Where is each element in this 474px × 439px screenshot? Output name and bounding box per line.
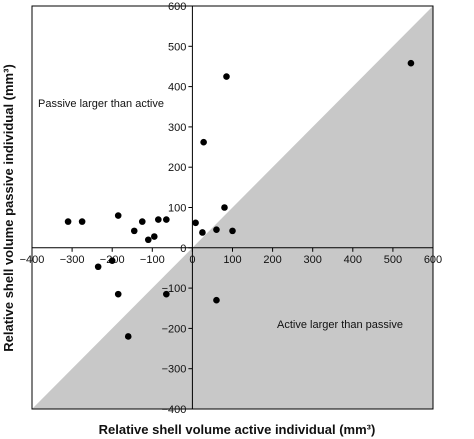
data-point [124,333,132,340]
x-tick-label: −100 [140,254,165,266]
data-point [213,226,220,233]
data-point [229,227,236,235]
data-point [155,216,162,223]
x-tick-label: −400 [20,254,45,266]
x-axis-label: Relative shell volume active individual … [99,422,376,437]
data-point [213,296,220,304]
x-tick-label: 600 [424,254,442,266]
data-point [221,204,228,211]
annotation-passive-larger: Passive larger than active [38,98,164,110]
y-axis-label: Relative shell volume passive individual… [1,64,16,352]
data-point [223,73,230,80]
x-tick-label: 400 [344,254,362,266]
data-point [94,263,102,271]
y-tick-label: −300 [162,364,187,376]
data-point [114,290,122,298]
annotation-active-larger: Active larger than passive [277,319,403,331]
data-point [138,218,146,225]
x-tick-label: 100 [223,254,241,266]
y-tick-label: 400 [168,82,186,94]
x-tick-label: 0 [189,254,195,266]
data-points [64,59,415,340]
data-point [163,290,170,298]
data-point [114,212,122,219]
data-point [163,216,170,223]
y-tick-label: 0 [180,243,186,255]
data-point [199,229,206,236]
y-tick-label: −200 [162,323,187,335]
data-point [130,227,138,235]
y-tick-label: −400 [162,404,187,416]
data-point [78,218,86,225]
data-point [407,59,415,67]
y-tick-label: 200 [168,162,186,174]
y-tick-label: 300 [168,122,186,134]
x-tick-label: 300 [304,254,322,266]
plot-frame [31,5,434,410]
x-tick-label: 200 [263,254,281,266]
x-tick-label: −300 [60,254,85,266]
data-point [108,257,116,264]
data-point [151,233,158,240]
x-tick-label: 500 [384,254,402,266]
y-tick-label: 100 [168,203,186,215]
data-point [200,138,207,146]
shaded-region-active-larger [32,6,433,409]
y-tick-label: 600 [168,1,186,13]
data-point [192,219,199,227]
y-tick-label: 500 [168,41,186,53]
data-point [64,218,72,225]
data-point [144,236,152,244]
